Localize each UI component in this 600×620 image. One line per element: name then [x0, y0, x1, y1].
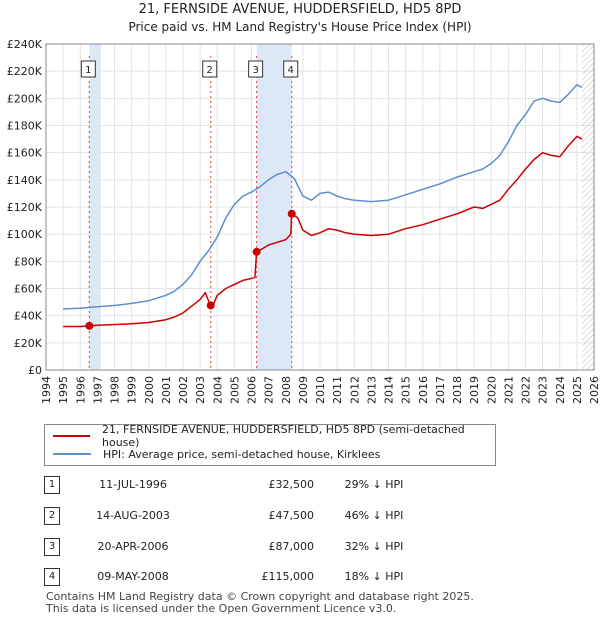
sale-marker-2: [206, 301, 215, 310]
hpi-line: [63, 84, 583, 310]
y-tick-label: £180K: [7, 120, 43, 133]
axes-frame: [45, 43, 595, 371]
sale-label-box-3: [248, 60, 264, 78]
x-tick-label: 2017: [434, 376, 447, 404]
footer-licence: This data is licensed under the Open Gov…: [46, 602, 397, 615]
sale-period-shade: [89, 44, 101, 370]
transaction-date: 14-AUG-2003: [96, 509, 170, 522]
x-tick-label: 2023: [537, 376, 550, 404]
transaction-badge: 3: [44, 538, 60, 556]
x-tick-label: 2003: [194, 376, 207, 404]
x-tick-label: 1996: [74, 376, 87, 404]
x-tick-label: 2009: [297, 376, 310, 404]
x-tick-label: 2025: [571, 376, 584, 404]
y-tick-label: £160K: [7, 147, 43, 160]
chart-title: 21, FERNSIDE AVENUE, HUDDERSFIELD, HD5 8…: [138, 2, 462, 17]
x-tick-label: 2024: [554, 376, 567, 404]
legend-swatch-hpi: [53, 453, 91, 455]
y-tick-label: £240K: [7, 38, 43, 51]
transaction-row: 4 09-MAY-2008 £115,000 18% ↓ HPI: [44, 568, 564, 586]
sale-periods: [88, 44, 594, 370]
y-tick-label: £100K: [7, 228, 43, 241]
x-tick-label: 2001: [160, 376, 173, 404]
x-tick-label: 2015: [400, 376, 413, 404]
transaction-price: £32,500: [268, 478, 315, 491]
sale-label-3: 3: [252, 65, 258, 76]
sale-marker-4: [287, 209, 296, 218]
x-tick-label: 1995: [57, 376, 70, 404]
x-tick-label: 2007: [263, 376, 276, 404]
x-tick-label: 2008: [280, 376, 293, 404]
axes: £0 £20K £40K £60K £80K £100K £120K £140K £160K £1…: [7, 38, 600, 404]
y-tick-label: £120K: [7, 201, 43, 214]
footer-copyright: Contains HM Land Registry data © Crown c…: [46, 590, 474, 603]
x-tick-label: 2002: [177, 376, 190, 404]
y-tick-label: £80K: [14, 255, 43, 268]
x-tick-label: 1994: [40, 376, 53, 404]
x-tick-label: 2018: [451, 376, 464, 404]
transaction-delta: 46% ↓ HPI: [344, 509, 404, 522]
x-tick-label: 2010: [314, 376, 327, 404]
x-tick-label: 2012: [348, 376, 361, 404]
x-tick-label: 2014: [383, 376, 396, 404]
x-tick-label: 2019: [468, 376, 481, 404]
x-tick-label: 2013: [365, 376, 378, 404]
transaction-row: 2 14-AUG-2003 £47,500 46% ↓ HPI: [44, 507, 564, 525]
x-tick-label: 2022: [520, 376, 533, 404]
transaction-delta: 18% ↓ HPI: [344, 570, 404, 583]
sale-label-box-2: [202, 60, 218, 78]
y-tick-label: £60K: [14, 283, 43, 296]
transaction-price: £87,000: [268, 540, 315, 553]
transaction-price: £47,500: [268, 509, 315, 522]
sale-label-1: 1: [85, 65, 91, 76]
x-tick-label: 2005: [228, 376, 241, 404]
transaction-badge: 4: [44, 568, 60, 586]
y-tick-label: £0: [28, 364, 42, 377]
price-chart: 1 2 3 4 £0 £20K £40K £60K £80K £100K £120K £140K £1…: [7, 38, 600, 404]
x-tick-label: 2020: [485, 376, 498, 404]
transaction-date: 11-JUL-1996: [99, 478, 167, 491]
sale-marker-3: [252, 247, 261, 256]
legend-label-property: 21, FERNSIDE AVENUE, HUDDERSFIELD, HD5 8…: [102, 423, 465, 449]
sale-label-box-4: [283, 60, 299, 78]
y-tick-label: £140K: [7, 174, 43, 187]
legend-item-hpi: HPI: Average price, semi-detached house,…: [53, 446, 380, 462]
chart-subtitle: Price paid vs. HM Land Registry's House …: [128, 20, 472, 34]
x-tick-label: 2000: [143, 376, 156, 404]
sale-label-4: 4: [288, 65, 294, 76]
x-tick-label: 2006: [246, 376, 259, 404]
sale-label-box-1: [80, 60, 96, 78]
y-tick-label: £200K: [7, 92, 43, 105]
transaction-badge: 1: [44, 476, 60, 494]
x-tick-label: 2011: [331, 376, 344, 404]
x-tick-label: 1998: [109, 376, 122, 404]
x-tick-label: 1997: [91, 376, 104, 404]
x-tick-label: 2004: [211, 376, 224, 404]
x-tick-label: 2026: [588, 376, 600, 404]
transaction-date: 09-MAY-2008: [97, 570, 169, 583]
transaction-date: 20-APR-2006: [97, 540, 169, 553]
x-tick-label: 2021: [502, 376, 515, 404]
x-tick-label: 2016: [417, 376, 430, 404]
legend-item-property: 21, FERNSIDE AVENUE, HUDDERSFIELD, HD5 8…: [53, 423, 495, 449]
legend: 21, FERNSIDE AVENUE, HUDDERSFIELD, HD5 8…: [44, 423, 496, 466]
transaction-delta: 29% ↓ HPI: [344, 478, 404, 491]
transaction-price: £115,000: [261, 570, 315, 583]
future-hatch: [582, 44, 594, 370]
legend-label-hpi: HPI: Average price, semi-detached house,…: [103, 447, 381, 461]
sale-label-2: 2: [207, 65, 213, 76]
transaction-row: 3 20-APR-2006 £87,000 32% ↓ HPI: [44, 538, 564, 556]
transaction-delta: 32% ↓ HPI: [344, 540, 404, 553]
y-tick-label: £20K: [14, 337, 43, 350]
sale-period-shade: [256, 44, 292, 370]
y-tick-label: £40K: [14, 310, 43, 323]
transaction-badge: 2: [44, 507, 60, 525]
y-tick-label: £220K: [7, 65, 43, 78]
sale-marker-1: [85, 321, 94, 330]
legend-swatch-property: [53, 435, 90, 437]
x-tick-label: 1999: [126, 376, 139, 404]
transaction-row: 1 11-JUL-1996 £32,500 29% ↓ HPI: [44, 476, 564, 494]
sale-markers: 1 2 3 4: [80, 60, 299, 330]
